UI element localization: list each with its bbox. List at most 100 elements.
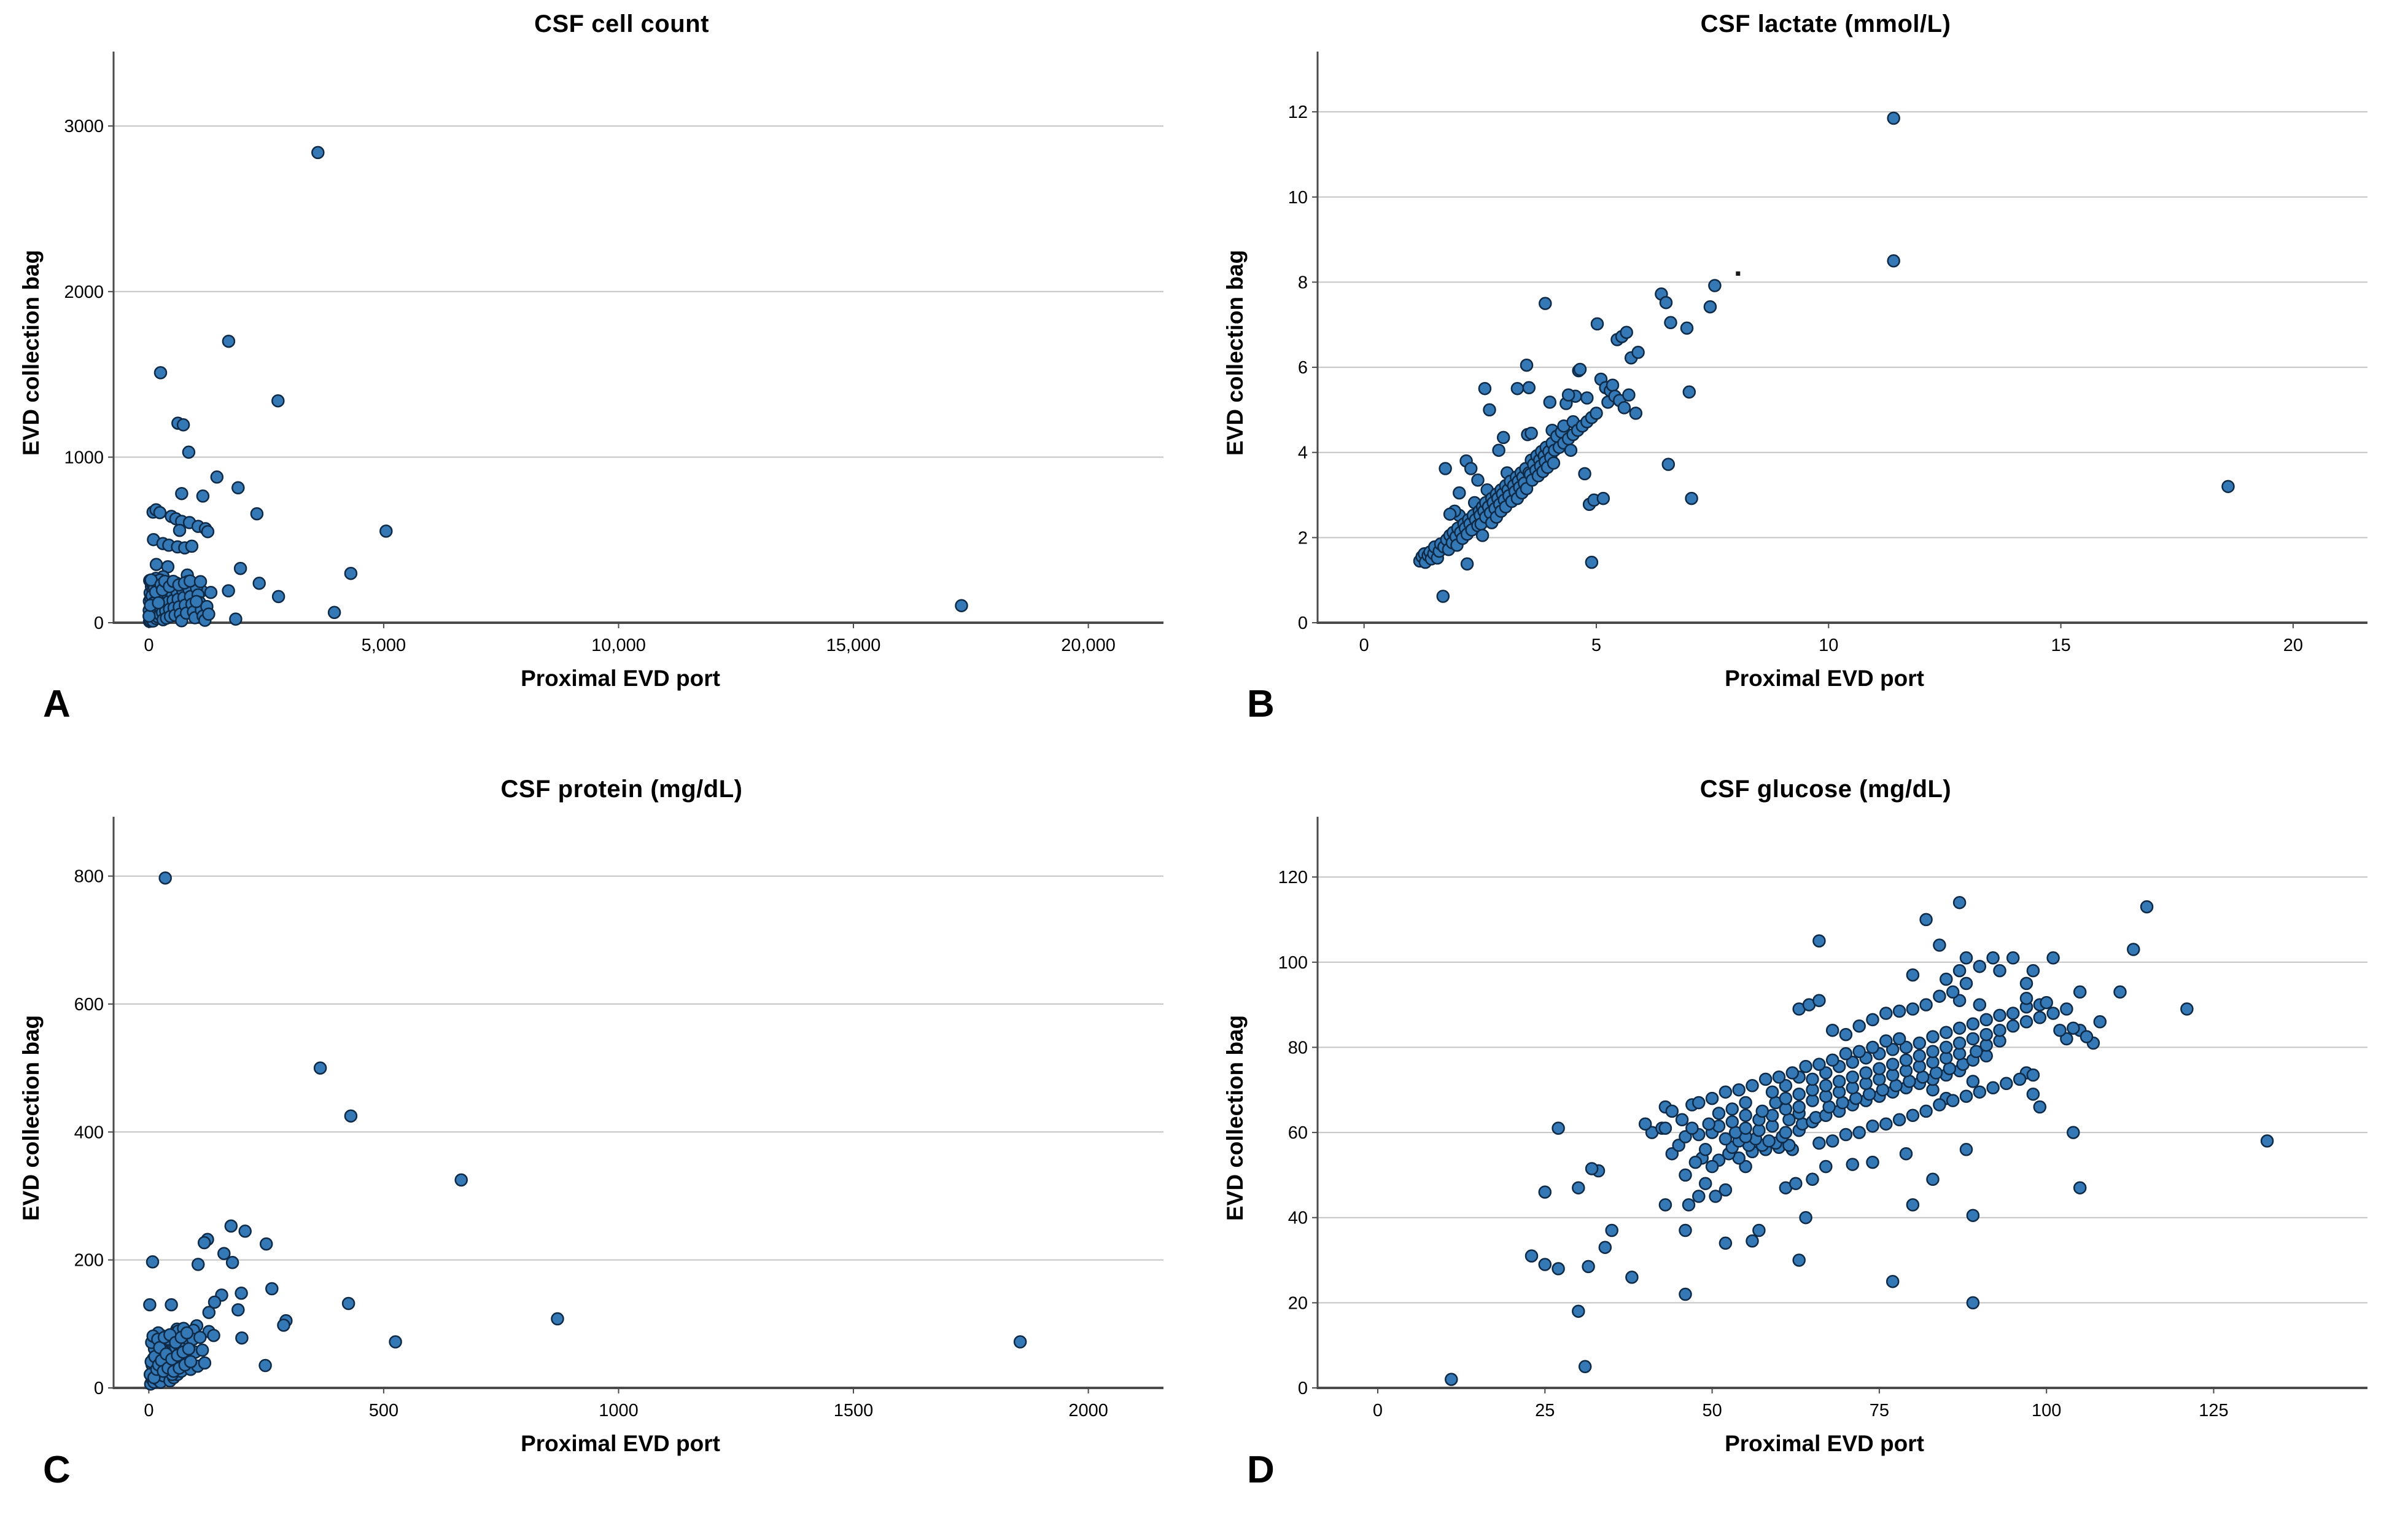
data-point [1543,395,1556,409]
data-point [1438,462,1452,475]
scatter-plot-c: 0 200 400 600 800 0 500 1000 1500 2000 [74,817,1163,1420]
data-point [208,1295,221,1309]
x-tick-label: 25 [1535,1401,1555,1420]
data-point [149,558,163,571]
data-point [1685,1121,1699,1135]
y-axis-label-c: EVD collection bag [18,1015,44,1221]
data-point [1966,1032,1979,1046]
data-point [1719,1085,1732,1099]
data-point [2073,985,2086,999]
chart-title-d: CSF glucose (mg/dL) [1699,776,1952,803]
data-point [1755,1104,1769,1118]
data-point [1865,1119,1879,1133]
data-point [1524,1249,1538,1263]
data-point [1571,1304,1585,1318]
data-point [1798,1059,1812,1073]
data-point [1892,1113,1906,1127]
data-point [1725,1115,1739,1129]
data-point [2180,1002,2194,1016]
data-point [1986,1081,2000,1095]
y-tick-label: 1000 [64,448,104,467]
data-point [198,1356,211,1370]
data-point [1629,407,1642,420]
data-point [182,445,195,459]
data-point [1665,1104,1679,1118]
chart-title-c: CSF protein (mg/dL) [500,776,743,803]
data-point [225,1256,239,1269]
y-axis-label-a: EVD collection bag [18,249,44,456]
chart-title-b: CSF lactate (mmol/L) [1700,10,1951,37]
data-point [1538,1258,1552,1271]
data-point [142,609,156,623]
y-tick-label: 20 [1288,1293,1307,1313]
x-tick-label: 10,000 [591,636,646,655]
data-point [1765,1085,1779,1099]
data-point [191,1258,204,1271]
data-point [201,607,216,621]
data-point [1939,1026,1953,1039]
stray-mark [1735,271,1740,276]
data-point [1919,1104,1933,1118]
x-axis-label-a: Proximal EVD port [521,666,720,691]
data-point [231,481,245,495]
data-point [233,561,247,575]
data-point [1899,1147,1913,1161]
data-point [2013,1072,2026,1086]
data-point [1705,1159,1719,1174]
data-point [1846,1070,1859,1084]
y-tick-label: 0 [1297,1379,1307,1398]
data-point [1825,1053,1839,1067]
data-point [1819,1159,1833,1174]
data-point [1952,994,1966,1007]
data-point [2006,1019,2019,1033]
data-point [1886,1274,1899,1288]
data-point [1943,1062,1956,1075]
data-point [1932,989,1946,1003]
data-point [1913,1049,1926,1063]
data-point [1959,1143,1973,1156]
data-point [1680,321,1693,335]
data-point [1698,1143,1712,1156]
data-point [1698,1177,1712,1190]
y-tick-label: 400 [74,1123,103,1142]
data-point [1589,407,1603,420]
data-point [1638,1117,1652,1131]
data-point [1688,1155,1702,1169]
data-point [1782,1139,1796,1152]
data-point [313,1061,327,1075]
data-point [1701,1117,1715,1131]
data-point [1906,968,1919,982]
panel-a: CSF cell count EVD collection bag 0 1000 2… [0,0,1204,765]
x-tick-label: 15,000 [826,636,880,655]
y-tick-label: 200 [74,1251,103,1271]
data-point [276,1319,290,1332]
data-point [1678,1130,1692,1143]
data-point [153,505,166,520]
data-point [1886,254,1900,268]
data-point [1538,297,1552,310]
x-tick-label: 10 [1819,636,1838,655]
data-point [1577,467,1591,481]
data-point [164,1298,178,1312]
data-point [1691,1096,1706,1110]
data-point [1703,300,1717,314]
data-point [1444,1373,1458,1386]
data-point [185,539,198,553]
data-point [1578,1360,1591,1374]
data-point [1919,913,1933,927]
data-point [1596,491,1610,505]
data-point [2066,1126,2080,1139]
data-point [1013,1335,1027,1349]
data-point [201,524,214,539]
data-point [2006,1007,2019,1020]
data-point [1738,1159,1752,1174]
data-point [1678,1223,1692,1237]
plot-row-c: EVD collection bag 0 200 400 600 800 0 500 1000… [14,804,1191,1431]
data-point [1973,998,1986,1011]
x-tick-label: 0 [144,1401,153,1420]
data-point [1966,1296,1979,1310]
data-point [341,1296,355,1311]
data-point [2046,1007,2060,1020]
data-point [1979,1013,1993,1027]
data-point [344,566,357,580]
